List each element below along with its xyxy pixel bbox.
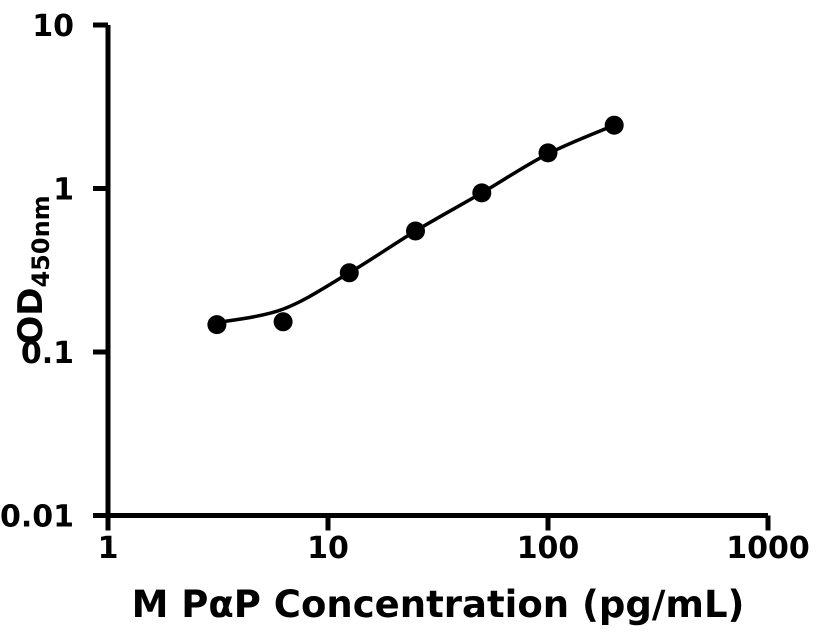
data-point bbox=[538, 143, 558, 163]
data-point bbox=[273, 312, 293, 332]
axes bbox=[93, 22, 771, 531]
data-point bbox=[472, 183, 492, 203]
data-point bbox=[406, 221, 425, 241]
data-point bbox=[339, 263, 359, 283]
axis-spine bbox=[105, 25, 768, 518]
x-axis-tick-label: 10 bbox=[307, 531, 349, 566]
y-axis-title-subscript: 450nm bbox=[27, 195, 55, 287]
tick-labels: 10 1 0.1 0.01 1 10 100 1000 bbox=[0, 9, 810, 566]
y-axis-title: OD450nm bbox=[11, 195, 55, 344]
data-series bbox=[207, 115, 624, 335]
x-axis-tick-label: 100 bbox=[517, 531, 580, 566]
x-axis-title: M PαP Concentration (pg/mL) bbox=[132, 583, 745, 626]
y-axis-title-main: OD bbox=[11, 288, 51, 345]
data-point bbox=[207, 315, 227, 335]
x-axis-tick-label: 1 bbox=[98, 531, 119, 566]
data-point bbox=[604, 115, 624, 135]
y-axis-tick-label: 0.01 bbox=[0, 500, 74, 535]
x-axis-tick-label: 1000 bbox=[726, 531, 810, 566]
y-axis-tick-label: 1 bbox=[53, 173, 74, 208]
y-axis-tick-label: 10 bbox=[32, 9, 74, 44]
y-axis-tick-label: 0.1 bbox=[21, 336, 74, 371]
